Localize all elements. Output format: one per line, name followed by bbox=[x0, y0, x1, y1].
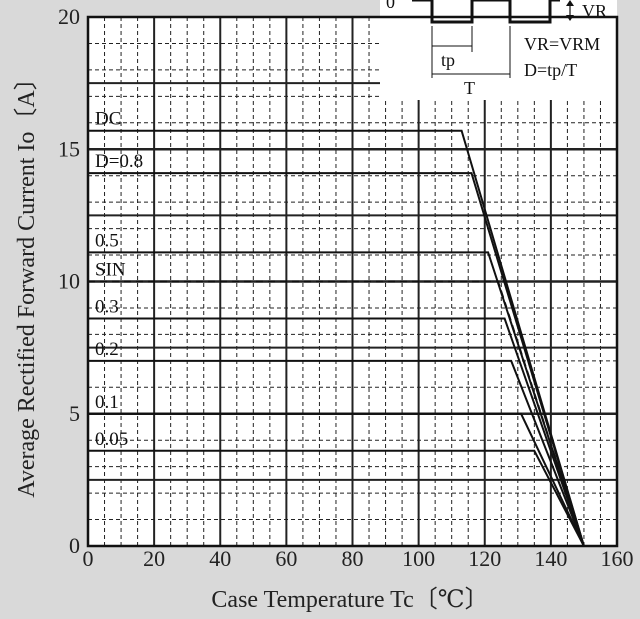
curve-label: SIN bbox=[95, 260, 126, 281]
x-tick-label: 140 bbox=[534, 546, 567, 571]
curves bbox=[88, 129, 585, 547]
inset-formula-vr: VR=VRM bbox=[524, 34, 600, 54]
derating-curve bbox=[88, 251, 585, 547]
x-tick-label: 100 bbox=[402, 546, 435, 571]
x-tick-label: 40 bbox=[209, 546, 231, 571]
y-tick-label: 0 bbox=[69, 533, 80, 558]
derating-curve bbox=[88, 412, 585, 547]
y-tick-label: 10 bbox=[58, 269, 80, 294]
curve-label: 0.2 bbox=[95, 339, 119, 360]
derating-curve bbox=[88, 359, 585, 547]
y-axis-title: Average Rectified Forward Current Io〔A〕 bbox=[14, 66, 40, 497]
derating-curve bbox=[88, 172, 585, 547]
inset-formula-duty: D=tp/T bbox=[524, 60, 577, 80]
y-tick-label: 15 bbox=[58, 136, 80, 161]
curve-label: 0.5 bbox=[95, 230, 119, 251]
x-tick-label: 80 bbox=[342, 546, 364, 571]
pulse-waveform bbox=[412, 0, 560, 24]
pulse-waveform-inset: 0 VR tp T VR=VRM D=tp/T bbox=[380, 0, 617, 100]
curve-label: DC bbox=[95, 109, 121, 130]
inset-zero-label: 0 bbox=[386, 0, 395, 12]
vr-arrowhead-top bbox=[566, 0, 574, 6]
y-tick-label: 20 bbox=[58, 4, 80, 29]
derating-curve bbox=[88, 317, 585, 547]
derating-curve bbox=[88, 280, 585, 547]
curve-label: 0.3 bbox=[95, 297, 119, 318]
y-tick-label: 5 bbox=[69, 401, 80, 426]
curve-label: 0.1 bbox=[95, 392, 119, 413]
x-tick-label: 0 bbox=[83, 546, 94, 571]
x-tick-label: 160 bbox=[601, 546, 634, 571]
derating-curve bbox=[88, 449, 585, 547]
x-tick-label: 120 bbox=[468, 546, 501, 571]
inset-tp-label: tp bbox=[441, 50, 455, 70]
plot-frame bbox=[86, 15, 619, 548]
x-tick-label: 60 bbox=[275, 546, 297, 571]
x-axis-title: Case Temperature Tc〔℃〕 bbox=[211, 587, 488, 613]
inset-period-label: T bbox=[464, 78, 475, 98]
x-tick-label: 20 bbox=[143, 546, 165, 571]
x-tick-labels: 0 20 40 60 80 100 120 140 160 bbox=[83, 546, 634, 571]
y-tick-labels: 0 5 10 15 20 bbox=[58, 4, 80, 558]
curve-label: D=0.8 bbox=[95, 151, 143, 172]
curve-label: 0.05 bbox=[95, 429, 128, 450]
curve-labels: DC D=0.8 0.5 SIN 0.3 0.2 0.1 0.05 bbox=[95, 109, 143, 450]
